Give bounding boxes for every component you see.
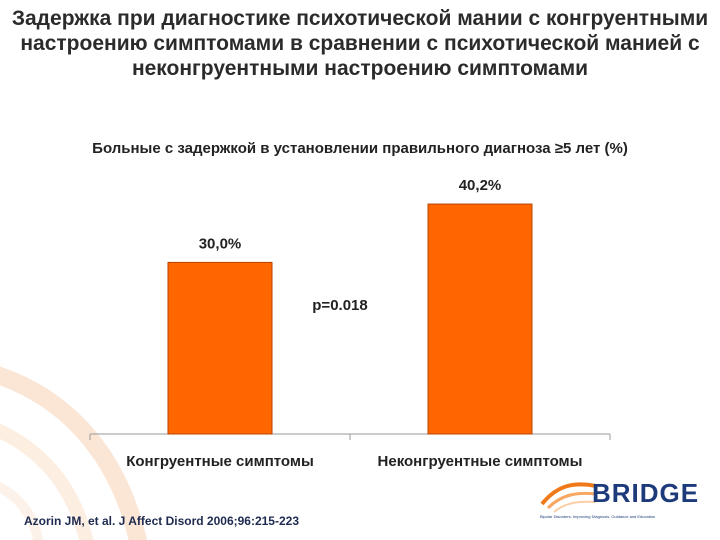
bridge-logo-icon xyxy=(540,482,597,513)
bar-2 xyxy=(427,203,533,435)
bridge-logo-tagline: Bipolar Disorders: Improving Diagnosis, … xyxy=(540,514,656,519)
bar-1 xyxy=(167,261,273,435)
citation: Azorin JM, et al. J Affect Disord 2006;9… xyxy=(24,514,299,528)
page-title: Задержка при диагностике психотической м… xyxy=(11,7,709,80)
category-label-1: Конгруентные симптомы xyxy=(126,453,314,470)
bar-value-label-1: 30,0% xyxy=(199,235,242,252)
bridge-logo: BRIDGE Bipolar Disorders: Improving Diag… xyxy=(540,474,710,536)
chart-title: Больные с задержкой в установлении прави… xyxy=(92,140,628,157)
bridge-logo-text: BRIDGE xyxy=(592,478,700,508)
p-value-annotation: p=0.018 xyxy=(312,297,367,314)
decorative-swirl xyxy=(0,366,147,540)
bar-value-label-2: 40,2% xyxy=(459,177,502,194)
category-label-2: Неконгруентные симптомы xyxy=(378,453,583,470)
